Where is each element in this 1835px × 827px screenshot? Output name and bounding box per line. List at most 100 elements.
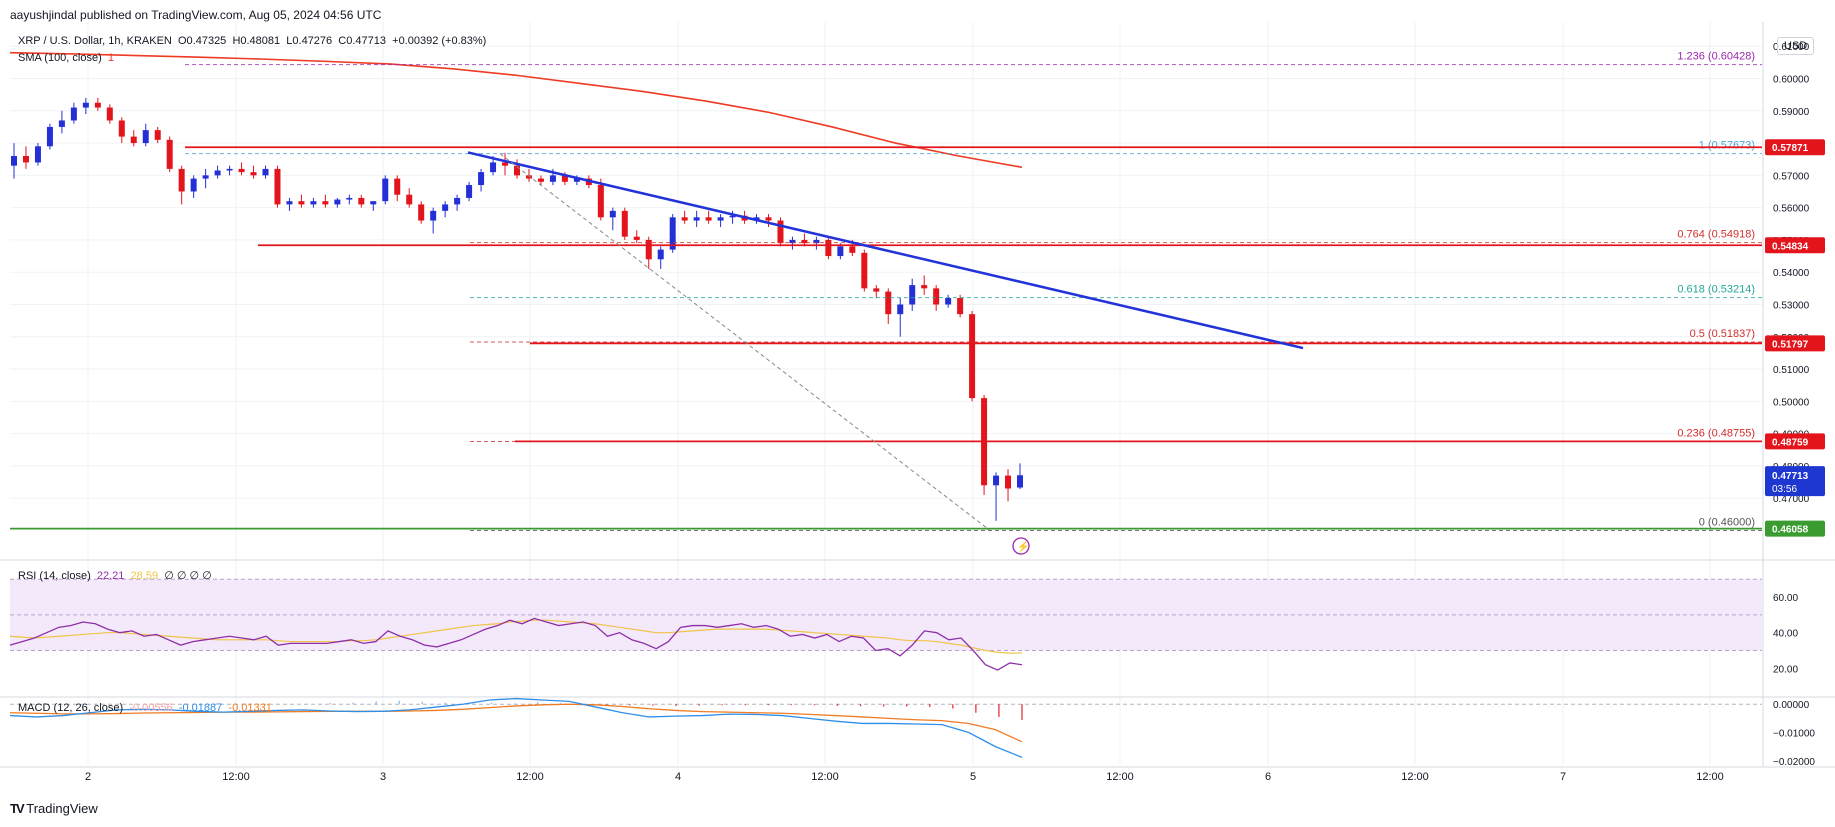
macd-histogram-bar	[513, 703, 516, 705]
macd-histogram-bar	[606, 704, 608, 706]
candle-body	[921, 285, 928, 289]
candle-body	[789, 239, 796, 244]
candle-body	[765, 217, 772, 221]
sma-label: SMA (100, close)	[18, 52, 102, 64]
candle-body	[633, 236, 640, 240]
rsi-line	[9, 617, 1023, 671]
macd-tick-label: 0.00000	[1773, 700, 1810, 711]
macd-histogram-bar	[905, 704, 908, 707]
tradingview-logo[interactable]: TV TradingView	[10, 801, 98, 816]
ohlc-change: +0.00392 (+0.83%)	[392, 35, 487, 47]
price-tick-label: 0.60000	[1773, 74, 1810, 85]
time-tick-label: 12:00	[1401, 771, 1429, 783]
macd-histogram-bar	[675, 704, 677, 706]
candle-body	[957, 298, 964, 315]
price-badge-label: 0.51797	[1772, 339, 1809, 350]
rsi-legend[interactable]: RSI (14, close) 22.21 28.59 ∅ ∅ ∅ ∅	[18, 569, 212, 582]
price-badge-label: 0.54834	[1772, 241, 1809, 252]
fib-level-label: 1.236 (0.60428)	[1677, 51, 1755, 63]
candle-countdown: 03:56	[1772, 484, 1797, 495]
candle-body	[645, 239, 652, 260]
macd-histogram-bar	[859, 704, 862, 707]
macd-tick-label: −0.02000	[1773, 757, 1815, 768]
tradingview-logo-icon: TV	[10, 801, 25, 816]
macd-histogram-bar	[352, 702, 354, 705]
candle-body	[454, 197, 461, 205]
candle-body	[46, 126, 53, 147]
candle-body	[466, 185, 473, 198]
price-badge-label: 0.57871	[1772, 143, 1809, 154]
macd-histogram-bar	[744, 704, 746, 706]
price-tick-label: 0.56000	[1773, 204, 1810, 215]
time-tick-label: 4	[675, 771, 681, 783]
currency-button[interactable]: USD	[1777, 37, 1815, 55]
macd-histogram-bar	[790, 704, 793, 706]
price-badge	[1765, 139, 1825, 156]
candle-body	[22, 155, 29, 163]
candle-body	[537, 178, 544, 182]
candle-body	[909, 285, 916, 305]
price-tick-label: 0.59000	[1773, 107, 1810, 118]
candle-body	[897, 304, 904, 315]
candle-body	[334, 199, 341, 205]
candle-body	[274, 168, 281, 205]
candle-body	[394, 178, 401, 195]
last-price-label: 0.47713	[1772, 471, 1809, 482]
price-tick-label: 0.61000	[1773, 42, 1810, 53]
macd-histogram-bar	[1021, 704, 1023, 721]
macd-histogram-bar	[444, 702, 447, 705]
ohlc-open: O0.47325	[177, 35, 227, 47]
candle-body	[525, 175, 532, 179]
fib-level-label: 0 (0.46000)	[1699, 516, 1755, 528]
candle-body	[597, 185, 604, 218]
candle-body	[346, 197, 353, 200]
sma-legend[interactable]: SMA (100, close) 1	[18, 52, 114, 64]
fib-level-label: 0.236 (0.48755)	[1677, 428, 1755, 440]
macd-histogram-bar	[813, 704, 816, 706]
candle-body	[214, 170, 221, 176]
candle-body	[681, 217, 688, 221]
macd-histogram-bar	[767, 704, 769, 706]
rsi-tick-label: 20.00	[1773, 664, 1798, 675]
candle-body	[190, 178, 197, 192]
candle-body	[478, 172, 485, 186]
candle-body	[358, 197, 365, 205]
sma-value: 1	[107, 52, 115, 64]
time-tick-label: 12:00	[811, 771, 839, 783]
flash-icon	[1012, 537, 1030, 555]
last-price-badge	[1765, 466, 1825, 497]
candle-body	[573, 178, 580, 182]
candle-body	[729, 215, 736, 218]
macd-histogram-bar	[536, 701, 539, 705]
price-tick-label: 0.54000	[1773, 268, 1810, 279]
candle-body	[693, 217, 700, 221]
price-badge-label: 0.48759	[1772, 437, 1809, 448]
macd-histogram-bar	[375, 701, 377, 705]
macd-histogram-bar	[836, 704, 839, 706]
macd-legend[interactable]: MACD (12, 26, close) -0.00556 -0.01887 -…	[18, 702, 272, 714]
candle-body	[298, 201, 305, 205]
ohlc-close: C0.47713	[338, 35, 387, 47]
publisher-line: aayushjindal published on TradingView.co…	[10, 8, 382, 22]
price-badge	[1765, 237, 1825, 254]
macd-histogram-bar	[559, 702, 562, 705]
brand-name: TradingView	[26, 801, 98, 816]
fib-level-label: 0.764 (0.54918)	[1677, 229, 1755, 241]
candle-body	[933, 288, 940, 305]
rsi-tick-label: 60.00	[1773, 593, 1798, 604]
candle-body	[669, 217, 676, 250]
macd-signal-value: -0.01331	[228, 702, 272, 714]
macd-line	[9, 697, 1023, 758]
candle-body	[166, 139, 173, 169]
candle-body	[238, 168, 245, 173]
candle-body	[382, 178, 389, 202]
candle-body	[406, 194, 413, 205]
candle-body	[442, 204, 449, 211]
candle-body	[286, 201, 293, 205]
candle-body	[549, 175, 556, 182]
candle-body	[717, 217, 724, 221]
macd-histogram-bar	[929, 704, 931, 708]
fib-connector-line	[499, 153, 991, 531]
candle-body	[1005, 475, 1012, 489]
